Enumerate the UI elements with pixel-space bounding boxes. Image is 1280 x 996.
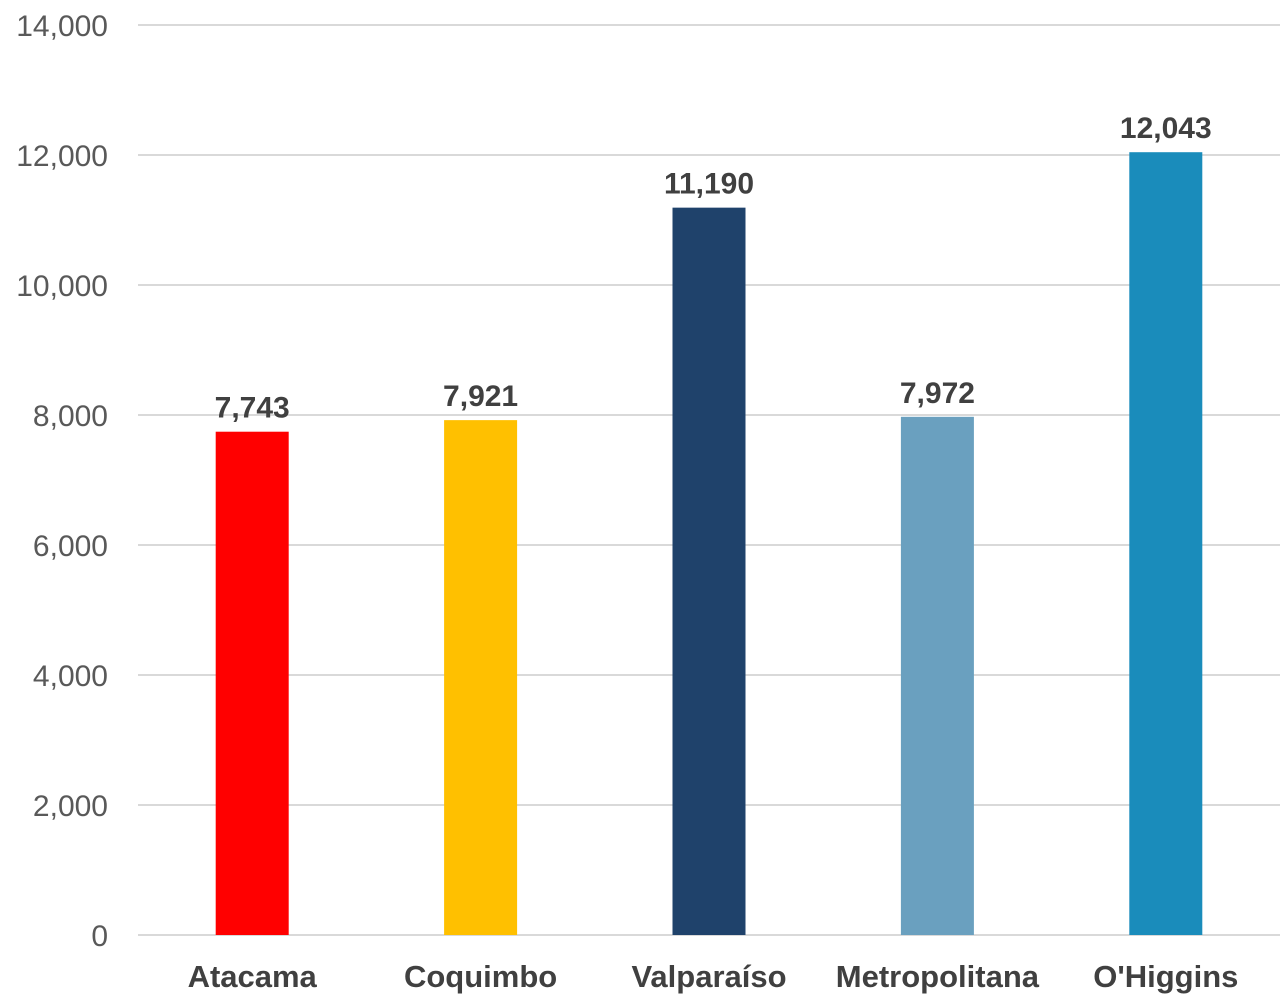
y-tick-label: 12,000 <box>16 140 108 173</box>
bar <box>444 420 518 935</box>
data-labels: 7,743 7,921 11,190 7,972 12,043 <box>215 112 1212 425</box>
data-label: 7,743 <box>215 392 290 425</box>
y-tick-label: 8,000 <box>33 400 108 433</box>
y-tick-label: 10,000 <box>16 270 108 303</box>
y-tick-label: 14,000 <box>16 10 108 43</box>
x-tick-label: Atacama <box>188 959 318 994</box>
data-label: 12,043 <box>1120 112 1212 145</box>
bar <box>900 416 974 935</box>
data-label: 11,190 <box>664 168 754 201</box>
bar <box>1129 152 1203 935</box>
x-tick-label: O'Higgins <box>1093 959 1238 994</box>
x-tick-label: Valparaíso <box>631 959 786 994</box>
bars <box>215 152 1203 935</box>
y-tick-label: 2,000 <box>33 790 108 823</box>
bar <box>672 207 746 935</box>
data-label: 7,972 <box>900 377 975 410</box>
y-axis-tick-labels: 0 2,000 4,000 6,000 8,000 10,000 12,000 14,000 <box>16 10 108 953</box>
y-tick-label: 4,000 <box>33 660 108 693</box>
y-tick-label: 6,000 <box>33 530 108 563</box>
x-axis-category-labels: Atacama Coquimbo Valparaíso Metropolitana O'… <box>188 959 1239 994</box>
x-tick-label: Coquimbo <box>404 959 557 994</box>
y-tick-label: 0 <box>91 920 108 953</box>
data-label: 7,921 <box>443 380 518 413</box>
bar <box>215 431 289 935</box>
x-tick-label: Metropolitana <box>836 959 1040 994</box>
